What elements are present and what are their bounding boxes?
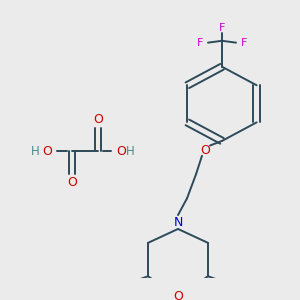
- Text: F: F: [241, 38, 247, 48]
- Text: N: N: [173, 216, 183, 229]
- Text: O: O: [200, 144, 210, 157]
- Text: H: H: [126, 145, 134, 158]
- Text: F: F: [197, 38, 203, 48]
- Text: H: H: [31, 145, 39, 158]
- Text: F: F: [219, 23, 225, 33]
- Text: O: O: [42, 145, 52, 158]
- Text: O: O: [116, 145, 126, 158]
- Text: O: O: [67, 176, 77, 189]
- Text: O: O: [173, 290, 183, 300]
- Text: O: O: [93, 113, 103, 126]
